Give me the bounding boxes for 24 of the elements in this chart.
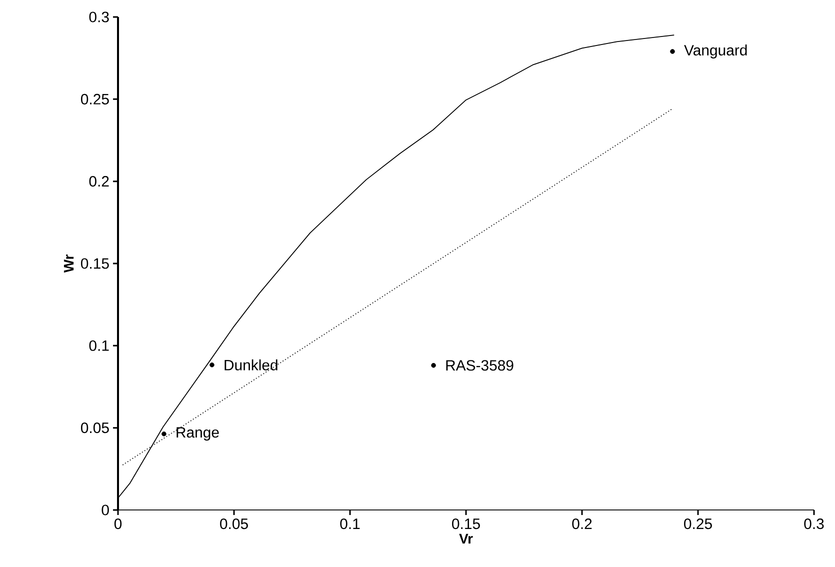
x-tick-label: 0.2 [572, 518, 592, 530]
annotation: RAS-3589 [446, 360, 514, 371]
x-axis-title: Vr [459, 534, 473, 544]
point [431, 362, 436, 368]
point [670, 49, 675, 54]
x-tick-label: 0.15 [452, 518, 480, 530]
x-tick-label: 0.1 [340, 518, 360, 530]
y-tick-label: 0.3 [89, 12, 109, 22]
y-tick-label: 0.1 [89, 340, 109, 351]
y-tick-label: 0.15 [80, 258, 109, 269]
y-tick-label: 0.25 [80, 94, 109, 104]
y-tick-label: 0.2 [89, 176, 109, 187]
point [162, 432, 166, 436]
point [210, 362, 214, 368]
annotation: Dunkled [224, 359, 278, 370]
x-tick-label: 0.25 [684, 518, 712, 530]
x-tick-label: 0 [114, 518, 122, 530]
annotation: Range [176, 427, 219, 441]
x-tick-label: 0.3 [804, 518, 824, 530]
annotation: Vanguard [684, 44, 747, 58]
y-tick-label: 0 [102, 504, 109, 516]
y-tick-label: 0.05 [80, 422, 109, 434]
y-axis-title: Wr [64, 254, 74, 273]
x-tick-label: 0.05 [220, 518, 248, 530]
